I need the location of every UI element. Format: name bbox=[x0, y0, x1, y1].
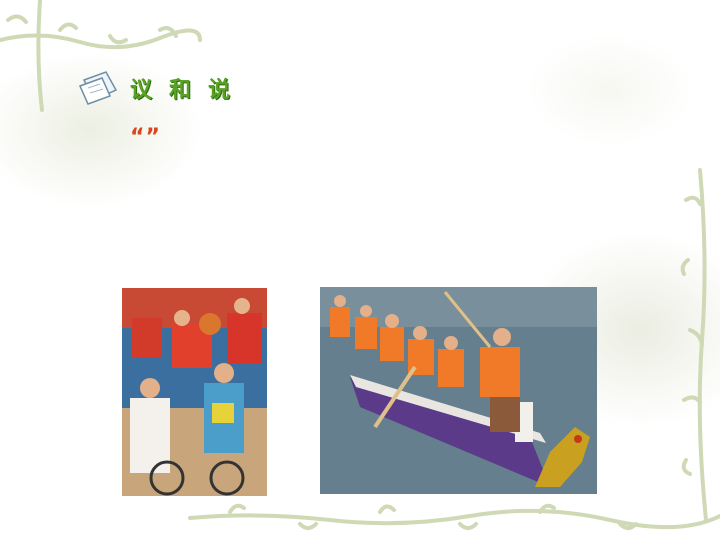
wheelchair-basketball-photo bbox=[122, 288, 267, 496]
dragon-boat-photo bbox=[320, 287, 597, 494]
notebook-icon bbox=[78, 71, 118, 105]
open-quote: “ bbox=[130, 125, 146, 150]
body-line-1: “” bbox=[130, 125, 161, 150]
section-heading: 议和说 bbox=[130, 78, 248, 103]
close-quote: ” bbox=[145, 125, 161, 150]
